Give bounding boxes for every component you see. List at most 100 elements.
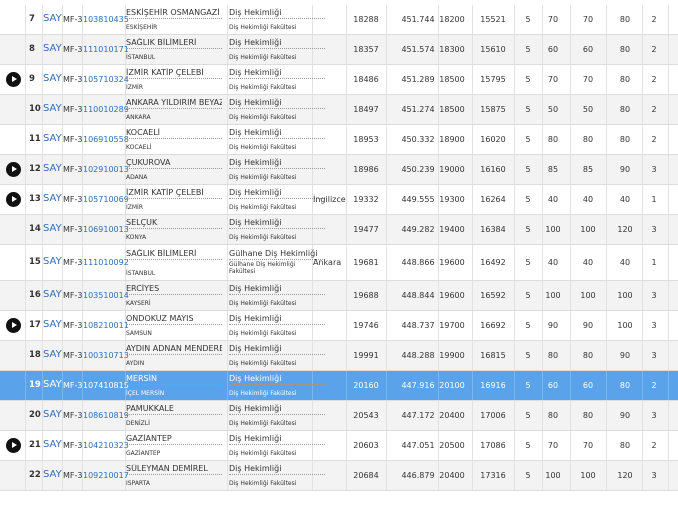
play-button[interactable] bbox=[6, 192, 21, 207]
stat: 2 bbox=[651, 381, 657, 390]
stat: 5 bbox=[525, 105, 531, 114]
column-separator bbox=[227, 431, 228, 460]
column-separator bbox=[312, 125, 313, 154]
play-button[interactable] bbox=[6, 72, 21, 87]
column-separator bbox=[668, 65, 669, 94]
university-name[interactable]: ESKİŞEHİR OSMANGAZİ bbox=[126, 8, 222, 19]
university-name[interactable]: ANKARA YILDIRIM BEYAZIT bbox=[126, 98, 222, 109]
table-row[interactable]: 7 SAY MF-3 103810435 ESKİŞEHİR OSMANGAZİ ESKİ… bbox=[0, 5, 678, 35]
column-separator bbox=[62, 5, 63, 34]
column-separator bbox=[346, 431, 347, 460]
column-separator bbox=[668, 125, 669, 154]
program-name[interactable]: Diş Hekimliği bbox=[229, 464, 325, 475]
stat: 100 bbox=[545, 471, 561, 480]
column-separator bbox=[82, 311, 83, 340]
column-separator bbox=[312, 281, 313, 310]
column-separator bbox=[606, 245, 607, 280]
table-row[interactable]: 9 SAY MF-3 105710324 İZMİR KATİP ÇELEBİ İZMİR… bbox=[0, 65, 678, 95]
table-row[interactable]: 11 SAY MF-3 106910558 KOCAELİ KOCAELİ Diş Heki… bbox=[0, 125, 678, 155]
stat: 5 bbox=[525, 258, 531, 267]
stat: 19700 bbox=[439, 321, 465, 330]
play-button[interactable] bbox=[6, 162, 21, 177]
program-name[interactable]: Diş Hekimliği bbox=[229, 434, 325, 445]
column-separator bbox=[542, 311, 543, 340]
city: ADANA bbox=[126, 174, 148, 181]
university-name[interactable]: ERCİYES bbox=[126, 284, 222, 295]
table-row[interactable]: 21 SAY MF-3 104210323 GAZİANTEP GAZİANTEP Diş … bbox=[0, 431, 678, 461]
column-separator bbox=[668, 341, 669, 370]
table-row[interactable]: 20 SAY MF-3 108610819 PAMUKKALE DENİZLİ Diş He… bbox=[0, 401, 678, 431]
column-separator bbox=[514, 341, 515, 370]
stat: 2 bbox=[651, 135, 657, 144]
stat: 2 bbox=[651, 75, 657, 84]
university-name[interactable]: İZMİR KATİP ÇELEBİ bbox=[126, 68, 222, 79]
column-separator bbox=[346, 155, 347, 184]
university-name[interactable]: ÇUKUROVA bbox=[126, 158, 222, 169]
university-name[interactable]: GAZİANTEP bbox=[126, 434, 222, 445]
column-separator bbox=[25, 371, 26, 400]
university-name[interactable]: KOCAELİ bbox=[126, 128, 222, 139]
table-row[interactable]: 18 SAY MF-3 100310713 AYDIN ADNAN MENDERES AY… bbox=[0, 341, 678, 371]
university-name[interactable]: İZMİR KATİP ÇELEBİ bbox=[126, 188, 222, 199]
table-row[interactable]: 12 SAY MF-3 102910013 ÇUKUROVA ADANA Diş Hekim… bbox=[0, 155, 678, 185]
program-name[interactable]: Diş Hekimliği bbox=[229, 188, 325, 199]
university-name[interactable]: ONDOKUZ MAYIS bbox=[126, 314, 222, 325]
column-separator bbox=[472, 311, 473, 340]
program-name[interactable]: Diş Hekimliği bbox=[229, 98, 325, 109]
column-separator bbox=[312, 461, 313, 490]
program-name[interactable]: Diş Hekimliği bbox=[229, 38, 325, 49]
program-name[interactable]: Diş Hekimliği bbox=[229, 68, 325, 79]
column-separator bbox=[542, 95, 543, 124]
program-name[interactable]: Diş Hekimliği bbox=[229, 158, 325, 169]
university-name[interactable]: AYDIN ADNAN MENDERES bbox=[126, 344, 222, 355]
city: ESKİŞEHİR bbox=[126, 24, 158, 31]
table-row[interactable]: 13 SAY MF-3 105710069 İZMİR KATİP ÇELEBİ İZMİ… bbox=[0, 185, 678, 215]
university-name[interactable]: MERSİN bbox=[126, 374, 222, 385]
table-row[interactable]: 19 SAY MF-3 107410815 MERSİN İÇEL MERSİN Diş H… bbox=[0, 371, 678, 401]
faculty: Diş Hekimliği Fakültesi bbox=[229, 330, 297, 337]
stat: 3 bbox=[651, 165, 657, 174]
table-row[interactable]: 22 SAY MF-3 109210017 SÜLEYMAN DEMİREL ISPART… bbox=[0, 461, 678, 491]
table-row[interactable]: 8 SAY MF-3 111010171 SAĞLIK BİLİMLERİ İSTANBU… bbox=[0, 35, 678, 65]
university-name[interactable]: SAĞLIK BİLİMLERİ bbox=[126, 38, 222, 49]
column-separator bbox=[668, 401, 669, 430]
column-separator bbox=[606, 95, 607, 124]
stat: 451.574 bbox=[401, 45, 435, 54]
program-name[interactable]: Diş Hekimliği bbox=[229, 284, 325, 295]
column-separator bbox=[606, 431, 607, 460]
play-button[interactable] bbox=[6, 318, 21, 333]
column-separator bbox=[62, 215, 63, 244]
stat: 19400 bbox=[439, 225, 465, 234]
program-name[interactable]: Gülhane Diş Hekimliği bbox=[229, 249, 325, 260]
table-row[interactable]: 10 SAY MF-3 110010289 ANKARA YILDIRIM BEYAZI… bbox=[0, 95, 678, 125]
table-row[interactable]: 15 SAY MF-3 111010092 SAĞLIK BİLİMLERİ İSTANB… bbox=[0, 245, 678, 281]
program-name[interactable]: Diş Hekimliği bbox=[229, 218, 325, 229]
stat: 85 bbox=[582, 165, 594, 174]
table-row[interactable]: 14 SAY MF-3 106910013 SELÇUK KONYA Diş Hekimli… bbox=[0, 215, 678, 245]
university-name[interactable]: SELÇUK bbox=[126, 218, 222, 229]
column-separator bbox=[542, 65, 543, 94]
program-name[interactable]: Diş Hekimliği bbox=[229, 374, 325, 385]
group: MF-3 bbox=[63, 105, 83, 114]
stat: 60 bbox=[582, 381, 594, 390]
university-name[interactable]: PAMUKKALE bbox=[126, 404, 222, 415]
program-name[interactable]: Diş Hekimliği bbox=[229, 128, 325, 139]
university-name[interactable]: SAĞLIK BİLİMLERİ bbox=[126, 249, 222, 260]
table-row[interactable]: 17 SAY MF-3 108210011 ONDOKUZ MAYIS SAMSUN Diş… bbox=[0, 311, 678, 341]
play-button[interactable] bbox=[6, 438, 21, 453]
stat: 446.879 bbox=[401, 471, 435, 480]
score-type: SAY bbox=[43, 289, 62, 300]
program-name[interactable]: Diş Hekimliği bbox=[229, 344, 325, 355]
program-name[interactable]: Diş Hekimliği bbox=[229, 314, 325, 325]
program-name[interactable]: Diş Hekimliği bbox=[229, 8, 325, 19]
column-separator bbox=[312, 341, 313, 370]
stat: 3 bbox=[651, 225, 657, 234]
score-type: SAY bbox=[43, 73, 62, 84]
column-separator bbox=[386, 371, 387, 400]
program-name[interactable]: Diş Hekimliği bbox=[229, 404, 325, 415]
column-separator bbox=[62, 125, 63, 154]
stat: 19477 bbox=[353, 225, 379, 234]
column-separator bbox=[472, 461, 473, 490]
university-name[interactable]: SÜLEYMAN DEMİREL bbox=[126, 464, 222, 475]
table-row[interactable]: 16 SAY MF-3 103510014 ERCİYES KAYSERİ Diş Heki… bbox=[0, 281, 678, 311]
